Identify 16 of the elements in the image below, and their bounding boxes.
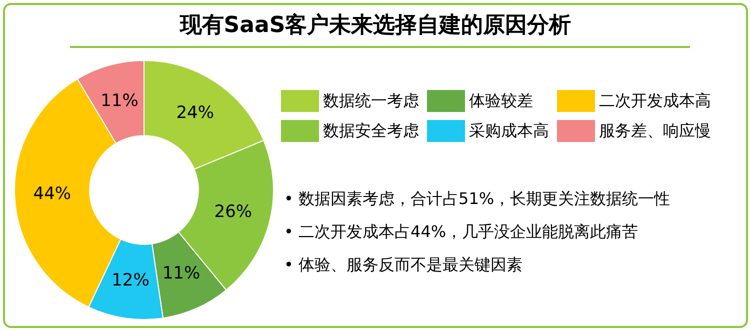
data-label: 11% xyxy=(100,90,138,111)
legend-label: 体验较差 xyxy=(469,90,533,112)
legend-label: 采购成本高 xyxy=(469,120,549,142)
text: • 体验、服务反而不是最关键因素 xyxy=(284,254,524,276)
legend-label: 服务差、响应慢 xyxy=(599,120,711,142)
chart-title: 现有SaaS客户未来选择自建的原因分析 xyxy=(178,12,572,40)
data-label: 11% xyxy=(162,263,200,284)
legend-label: 数据统一考虑 xyxy=(323,90,419,112)
text: • 二次开发成本占44%，几乎没企业能脱离此痛苦 xyxy=(284,221,640,243)
data-label: 26% xyxy=(214,202,252,222)
data-label: 12% xyxy=(112,270,150,290)
legend-label: 二次开发成本高 xyxy=(599,90,711,112)
data-label: 24% xyxy=(176,102,214,123)
legend-label: 数据安全考虑 xyxy=(323,120,419,142)
data-label: 44% xyxy=(33,184,72,204)
text: • 数据因素考虑，合计占51%，长期更关注数据统一性 xyxy=(284,188,670,210)
